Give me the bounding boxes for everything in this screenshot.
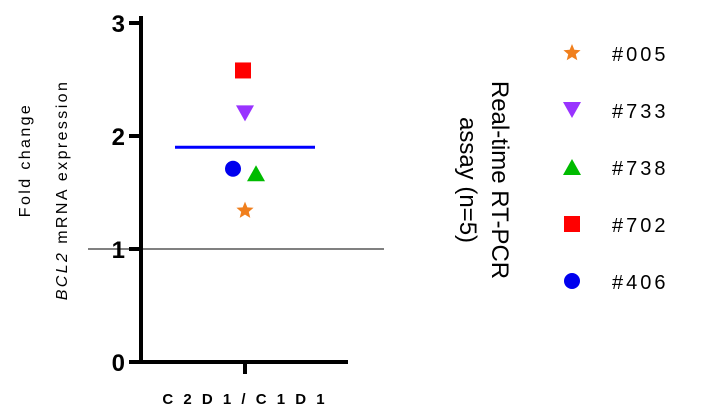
y-tick-label: 3	[112, 11, 125, 38]
y-axis-ticks: 0 1 2 3	[112, 11, 141, 377]
y-tick-label: 0	[112, 350, 125, 377]
data-point-id702	[235, 62, 251, 79]
data-point-id733	[236, 105, 254, 122]
legend-label: #733	[612, 101, 669, 123]
data-points	[225, 62, 265, 218]
y-tick-label: 1	[112, 237, 125, 264]
legend-marker-triangle-down	[563, 102, 581, 118]
y-axis-label-gene: BCL2	[54, 251, 71, 301]
legend-marker-square	[564, 216, 580, 232]
side-title: Real-time RT-PCR assay (n=5)	[454, 81, 513, 279]
legend-marker-star	[563, 44, 581, 61]
side-title-line2: assay (n=5)	[454, 117, 481, 243]
x-tick-label: C 2 D 1 / C 1 D 1	[162, 391, 327, 408]
y-axis-label-line2: BCL2 mRNA expression	[54, 80, 71, 301]
legend-label: #702	[612, 215, 669, 237]
y-axis-label: Fold change	[17, 103, 34, 217]
data-point-id738	[247, 165, 265, 182]
legend: #005 #733 #738 #702 #406	[563, 44, 669, 294]
y-axis-label-line2-group: BCL2 mRNA expression	[54, 80, 71, 301]
y-tick-label: 2	[112, 124, 125, 151]
y-axis-label-line1: Fold change	[17, 103, 34, 217]
legend-marker-circle	[564, 273, 580, 289]
data-point-id005	[236, 201, 254, 218]
data-point-id406	[225, 160, 241, 177]
side-title-line1: Real-time RT-PCR	[486, 81, 513, 279]
legend-label: #406	[612, 272, 669, 294]
legend-label: #738	[612, 158, 669, 180]
legend-marker-triangle-up	[563, 159, 581, 175]
legend-label: #005	[612, 44, 669, 66]
y-axis-label-rest: mRNA expression	[54, 80, 71, 251]
